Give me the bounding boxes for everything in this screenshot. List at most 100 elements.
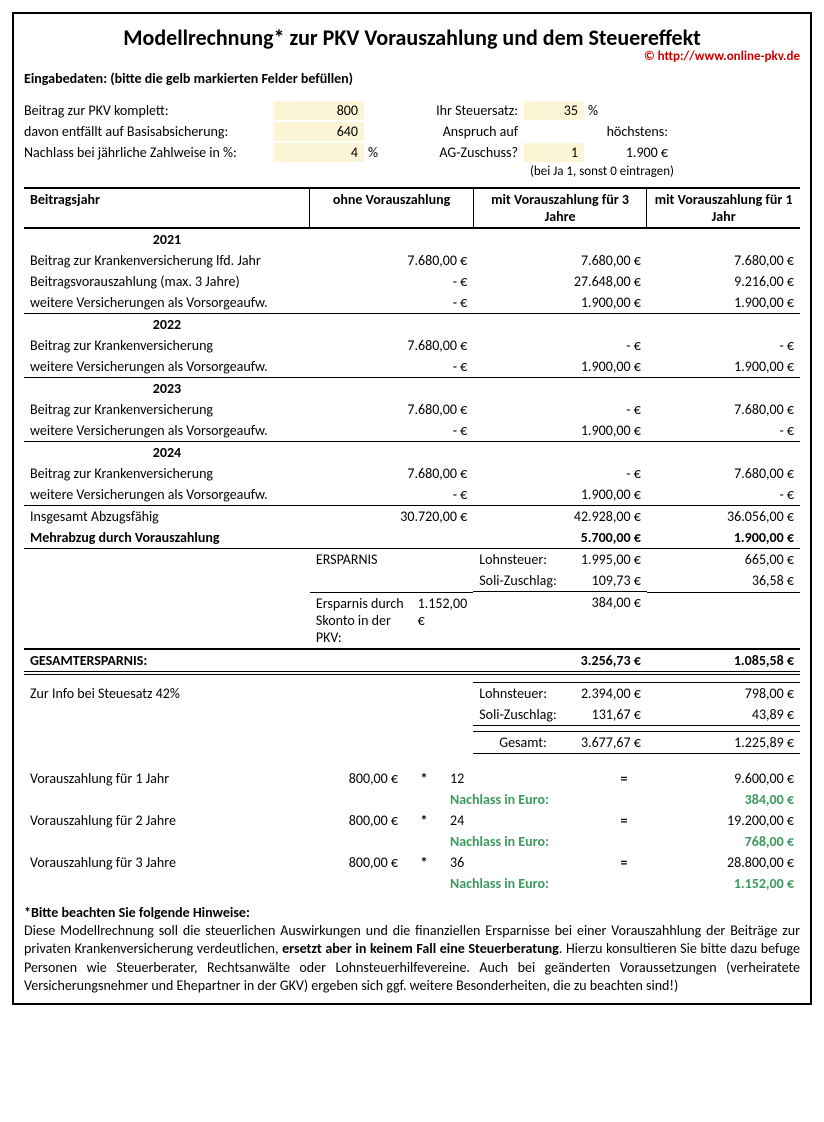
cell: - € — [310, 292, 473, 314]
cell: 1.085,58 € — [647, 649, 800, 673]
year-2022: 2022 — [24, 314, 310, 336]
star: * — [404, 768, 444, 789]
cell: - € — [647, 335, 800, 356]
cell: - € — [310, 271, 473, 292]
input-beitrag[interactable]: 800 — [274, 101, 364, 120]
cell: 7.680,00 € — [310, 250, 473, 271]
main-table: Beitragsjahr ohne Vorauszahlung mit Vora… — [24, 187, 800, 754]
calc-r1-res: 9.600,00 € — [644, 768, 800, 789]
year-2021: 2021 — [24, 228, 310, 250]
row-insgesamt: Insgesamt Abzugsfähig — [24, 506, 310, 528]
calc-r2-m: 24 — [444, 810, 604, 831]
cell: 30.720,00 € — [310, 506, 473, 528]
cell: 7.680,00 € — [310, 463, 473, 484]
cell: 1.995,00 € — [581, 551, 641, 568]
year-2024: 2024 — [24, 442, 310, 464]
cell: 1.900,00 € — [473, 420, 647, 442]
cell: 7.680,00 € — [647, 399, 800, 420]
input-ag[interactable]: 1 — [524, 143, 584, 162]
cell: - € — [647, 420, 800, 442]
lbl-info42: Zur Info bei Steuesatz 42% — [24, 683, 310, 705]
cell: 1.900,00 € — [647, 292, 800, 314]
cell: 27.648,00 € — [473, 271, 647, 292]
th-beitragsjahr: Beitragsjahr — [24, 188, 310, 228]
nachlass-label: Nachlass in Euro: — [444, 789, 604, 810]
lbl-soli: Soli-Zuschlag: — [479, 706, 556, 723]
th-mit3: mit Vorauszahlung für 3 Jahre — [473, 188, 647, 228]
cell: 7.680,00 € — [310, 335, 473, 356]
th-mit1: mit Vorauszahlung für 1 Jahr — [647, 188, 800, 228]
calc-r3-m: 36 — [444, 852, 604, 873]
star: * — [404, 810, 444, 831]
pct-1: % — [584, 102, 674, 119]
calc-r3-a: 800,00 € — [284, 852, 404, 873]
cell: 798,00 € — [647, 683, 800, 705]
row-kv: Beitrag zur Krankenversicherung — [24, 463, 310, 484]
cell: 1.900,00 € — [647, 356, 800, 378]
input-nachlass[interactable]: 4 — [274, 143, 364, 162]
eq: = — [604, 768, 644, 789]
th-ohne: ohne Vorauszahlung — [310, 188, 473, 228]
cell: - € — [473, 335, 647, 356]
cell: 5.700,00 € — [473, 527, 647, 549]
row-weitere: weitere Versicherungen als Vorsorgeaufw. — [24, 292, 310, 314]
lbl-ag: AG-Zuschuss? — [394, 144, 524, 161]
cell: - € — [310, 420, 473, 442]
row-weitere: weitere Versicherungen als Vorsorgeaufw. — [24, 356, 310, 378]
calc-r1-n: 384,00 € — [644, 789, 800, 810]
cell: 43,89 € — [647, 704, 800, 726]
row-kv: Beitrag zur Krankenversicherung — [24, 399, 310, 420]
row-weitere: weitere Versicherungen als Vorsorgeaufw. — [24, 484, 310, 506]
cell: 665,00 € — [647, 549, 800, 571]
cell: - € — [473, 399, 647, 420]
cell: 36.056,00 € — [647, 506, 800, 528]
calc-r2-res: 19.200,00 € — [644, 810, 800, 831]
cell: 1.900,00 € — [473, 292, 647, 314]
cell: 1.900,00 € — [647, 527, 800, 549]
foot-text-b: ersetzt aber in keinem Fall eine Steuerb… — [282, 940, 559, 957]
cell: 7.680,00 € — [647, 463, 800, 484]
star: * — [404, 852, 444, 873]
lbl-soli: Soli-Zuschlag: — [479, 572, 556, 589]
lbl-nachlass: Nachlass bei jährliche Zahlweise in %: — [24, 144, 274, 161]
cell: - € — [310, 484, 473, 506]
lbl-ersparnis: ERSPARNIS — [310, 549, 473, 571]
calc-r3-lbl: Vorauszahlung für 3 Jahre — [24, 852, 284, 873]
lbl-steuersatz: Ihr Steuersatz: — [394, 102, 524, 119]
eq: = — [604, 810, 644, 831]
cell: 3.256,73 € — [473, 649, 647, 673]
cell: 131,67 € — [592, 706, 641, 723]
lbl-anspruch: Anspruch auf — [394, 123, 524, 140]
pct-2: % — [364, 144, 394, 161]
calc-r2-a: 800,00 € — [284, 810, 404, 831]
ag-hint: (bei Ja 1, sonst 0 eintragen) — [394, 164, 674, 179]
calc-r2-n: 768,00 € — [644, 831, 800, 852]
calc-block: Vorauszahlung für 1 Jahr 800,00 € * 12 =… — [24, 768, 800, 894]
page-title: Modellrechnung* zur PKV Vorauszahlung un… — [24, 24, 800, 51]
cell: 1.225,89 € — [647, 732, 800, 754]
source-link: © http://www.online-pkv.de — [24, 49, 800, 64]
cell: 1.900,00 € — [473, 484, 647, 506]
cell: 109,73 € — [592, 572, 641, 589]
input-steuersatz[interactable]: 35 — [524, 101, 584, 120]
document-frame: Modellrechnung* zur PKV Vorauszahlung un… — [12, 12, 812, 1005]
cell: 9.216,00 € — [647, 271, 800, 292]
cell: 7.680,00 € — [647, 250, 800, 271]
cell: 42.928,00 € — [473, 506, 647, 528]
lbl-lohn: Lohnsteuer: — [479, 551, 547, 568]
cell: 1.152,00 € — [418, 595, 468, 646]
calc-r3-res: 28.800,00 € — [644, 852, 800, 873]
row-gesamtersparnis: GESAMTERSPARNIS: — [24, 649, 310, 673]
lbl-hoechstens: höchstens: — [584, 123, 674, 140]
cell: 2.394,00 € — [581, 685, 641, 702]
input-basis[interactable]: 640 — [274, 122, 364, 141]
calc-r1-a: 800,00 € — [284, 768, 404, 789]
row-vorauszahlung: Beitragsvorauszahlung (max. 3 Jahre) — [24, 271, 310, 292]
eq: = — [604, 852, 644, 873]
nachlass-label: Nachlass in Euro: — [444, 873, 604, 894]
calc-r1-lbl: Vorauszahlung für 1 Jahr — [24, 768, 284, 789]
lbl-lohn: Lohnsteuer: — [479, 685, 547, 702]
cell: - € — [473, 463, 647, 484]
cell: 36,58 € — [647, 570, 800, 592]
lbl-skonto: Ersparnis durch Skonto in der PKV: — [316, 595, 418, 646]
